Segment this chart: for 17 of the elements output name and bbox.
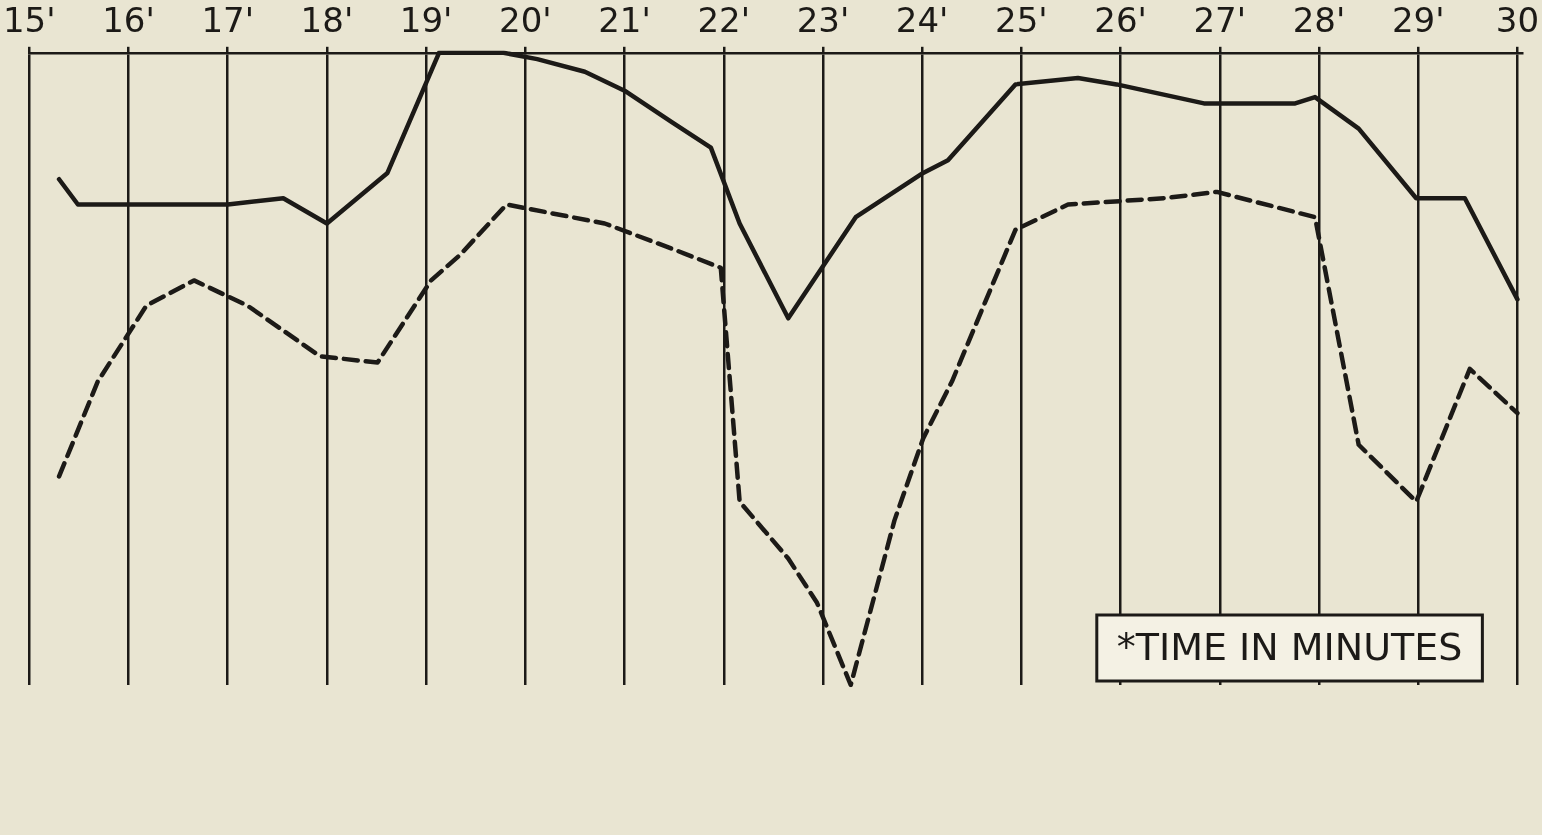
- x-tick-label: 28': [1292, 0, 1346, 41]
- x-tick-label: 21': [598, 0, 651, 41]
- x-tick-label: 18': [300, 0, 354, 41]
- x-tick-label: 26': [1094, 0, 1147, 41]
- x-tick-label: 19': [399, 0, 453, 41]
- x-tick-label: 23': [796, 0, 850, 41]
- x-tick-label: 22': [697, 0, 751, 41]
- x-tick-label: 27': [1193, 0, 1247, 41]
- x-tick-label: 24': [895, 0, 949, 41]
- x-tick-label: 16': [102, 0, 155, 41]
- x-tick-label: 30: [1495, 0, 1540, 41]
- x-tick-label: 25': [995, 0, 1048, 41]
- x-tick-label: 17': [201, 0, 255, 41]
- x-tick-label: 29': [1391, 0, 1445, 41]
- annotation: *TIME IN MINUTES: [1116, 624, 1463, 669]
- x-tick-label: 20': [499, 0, 552, 41]
- x-tick-label: 15': [2, 0, 56, 41]
